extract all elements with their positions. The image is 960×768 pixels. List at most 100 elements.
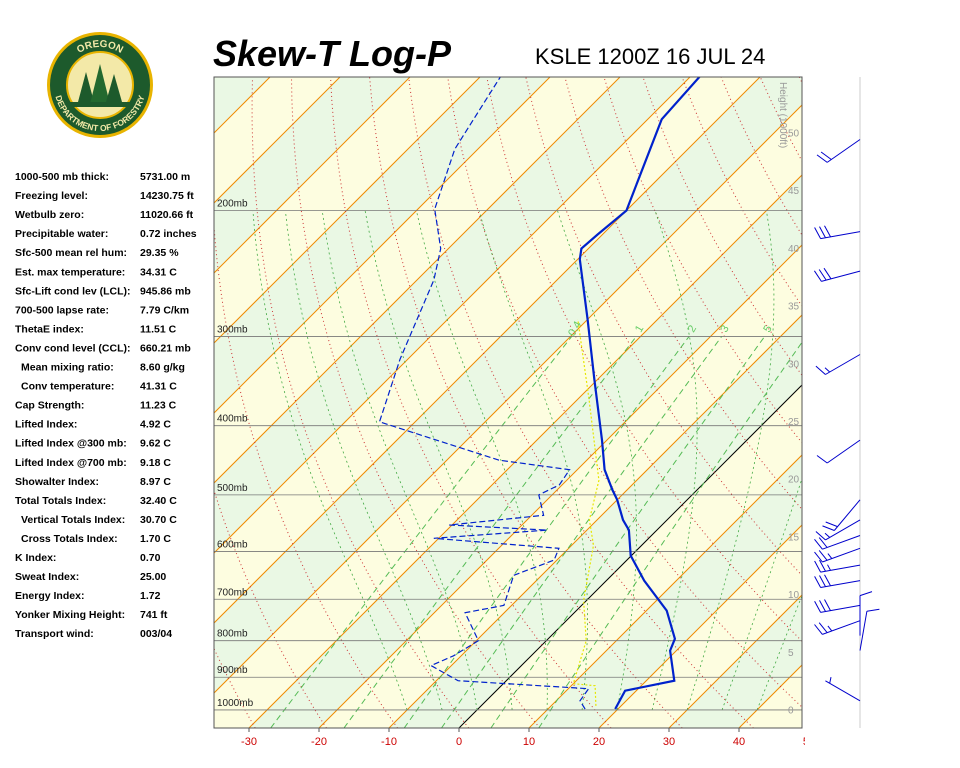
x-axis: -30 -20 -10 0 10 20 30 40 50 <box>241 728 805 748</box>
index-value: 945.86 mb <box>140 285 191 297</box>
index-label: Vertical Totals Index: <box>21 514 125 526</box>
isotherm <box>214 104 802 694</box>
isotherm <box>214 77 761 624</box>
index-label: Total Totals Index: <box>15 495 106 507</box>
isotherm <box>214 77 411 274</box>
mixing-ratio-label: 3 <box>718 323 731 334</box>
x-tick-label: 20 <box>593 736 605 748</box>
x-tick-label: 40 <box>733 736 745 748</box>
dry-adiabat <box>408 77 754 728</box>
wind-barb <box>859 608 880 651</box>
index-label: Transport wind: <box>15 628 94 640</box>
moist-adiabat <box>557 210 637 710</box>
index-label: Showalter Index: <box>15 476 99 488</box>
y-tick-label: 500mb <box>217 483 248 494</box>
index-label: Lifted Index @700 mb: <box>15 457 127 469</box>
chart-subtitle: KSLE 1200Z 16 JUL 24 <box>535 44 765 69</box>
wind-barb <box>815 354 861 375</box>
index-label: Mean mixing ratio: <box>21 362 114 374</box>
wind-barb <box>814 547 861 563</box>
wind-barb <box>859 591 873 636</box>
x-tick-label: -20 <box>311 736 327 748</box>
index-value: 1.70 C <box>140 533 171 545</box>
index-label: Est. max temperature: <box>15 266 125 278</box>
dry-adiabat <box>838 77 960 728</box>
mixing-ratio-label: 5 <box>761 323 774 334</box>
isotherm <box>318 244 802 728</box>
index-label: Wetbulb zero: <box>15 209 84 221</box>
plot-area: 0.4 1 2 3 5 81000mb900mb800mb700mb600mb500mb4… <box>214 77 960 728</box>
logo: OREGON DEPARTMENT OF FORESTRY <box>47 32 153 138</box>
mixing-ratio-line <box>343 336 637 728</box>
wind-barb <box>816 439 861 464</box>
index-label: Sfc-500 mean rel hum: <box>15 247 127 259</box>
y-tick-label: 1000mb <box>217 698 254 709</box>
index-value: 11020.66 ft <box>140 209 194 221</box>
index-value: 9.18 C <box>140 457 171 469</box>
mixing-ratio-line <box>538 341 802 728</box>
mixing-ratio-line <box>270 336 573 728</box>
index-value: 11.23 C <box>140 400 177 412</box>
index-label: Sweat Index: <box>15 571 79 583</box>
isotherm <box>388 314 802 728</box>
chart-title: Skew-T Log-P <box>213 33 452 74</box>
mixing-ratio-label: 1 <box>633 323 646 334</box>
dry-adiabat <box>877 77 960 728</box>
wind-barb <box>814 620 861 635</box>
dry-adiabat <box>525 77 802 577</box>
isotherm <box>214 77 621 484</box>
dry-adiabat <box>251 77 470 728</box>
x-tick-label: -10 <box>381 736 397 748</box>
height-tick-label: 30 <box>788 359 800 370</box>
x-tick-label: 0 <box>456 736 462 748</box>
height-tick-label: 25 <box>788 417 800 428</box>
index-value: 0.70 <box>140 552 161 564</box>
isotherm <box>214 77 341 204</box>
x-tick-label: 10 <box>523 736 535 748</box>
index-value: 4.92 C <box>140 419 171 431</box>
index-value: 11.51 C <box>140 323 177 335</box>
index-label: K Index: <box>15 552 56 564</box>
isotherm <box>528 454 802 728</box>
mixing-ratio-label: 8 <box>803 323 816 334</box>
index-value: 32.40 C <box>140 495 177 507</box>
wind-barb <box>814 599 861 613</box>
zero-isotherm <box>458 384 802 728</box>
y-tick-label: 200mb <box>217 199 248 210</box>
wind-barb <box>814 574 861 588</box>
isotherm <box>214 77 481 344</box>
moist-adiabat <box>285 210 443 710</box>
index-label: ThetaE index: <box>15 323 84 335</box>
height-axis-label: Height (1000ft) <box>777 82 788 148</box>
wind-barb <box>813 267 861 282</box>
dry-adiabat <box>798 77 802 84</box>
index-value: 8.60 g/kg <box>140 362 185 374</box>
index-label: Cross Totals Index: <box>21 533 118 545</box>
index-value: 29.35 % <box>140 247 179 259</box>
index-label: Conv cond level (CCL): <box>15 342 131 354</box>
isotherm <box>879 77 960 728</box>
logo-top-text: OREGON <box>75 39 125 56</box>
wind-barb <box>822 499 861 531</box>
mixing-ratio-line <box>490 336 766 728</box>
x-tick-label: 30 <box>663 736 675 748</box>
height-tick-label: 45 <box>788 186 800 197</box>
profile-line <box>578 77 701 710</box>
mixing-ratio-label: 2 <box>686 323 699 334</box>
index-value: 741 ft <box>140 609 168 621</box>
index-label: Freezing level: <box>15 190 88 202</box>
index-value: 25.00 <box>140 571 166 583</box>
index-label: Lifted Index: <box>15 419 77 431</box>
isotherm <box>214 77 551 414</box>
dry-adiabat <box>916 77 960 728</box>
height-tick-label: 5 <box>788 648 794 659</box>
index-label: Conv temperature: <box>21 381 114 393</box>
index-label: Sfc-Lift cond lev (LCL): <box>15 285 131 297</box>
index-value: 7.79 C/km <box>140 304 189 316</box>
index-value: 1.72 <box>140 590 161 602</box>
index-label: 700-500 lapse rate: <box>15 304 109 316</box>
y-tick-label: 900mb <box>217 665 248 676</box>
y-tick-label: 300mb <box>217 324 248 335</box>
height-tick-label: 35 <box>788 302 800 313</box>
height-tick-label: 10 <box>788 590 800 601</box>
